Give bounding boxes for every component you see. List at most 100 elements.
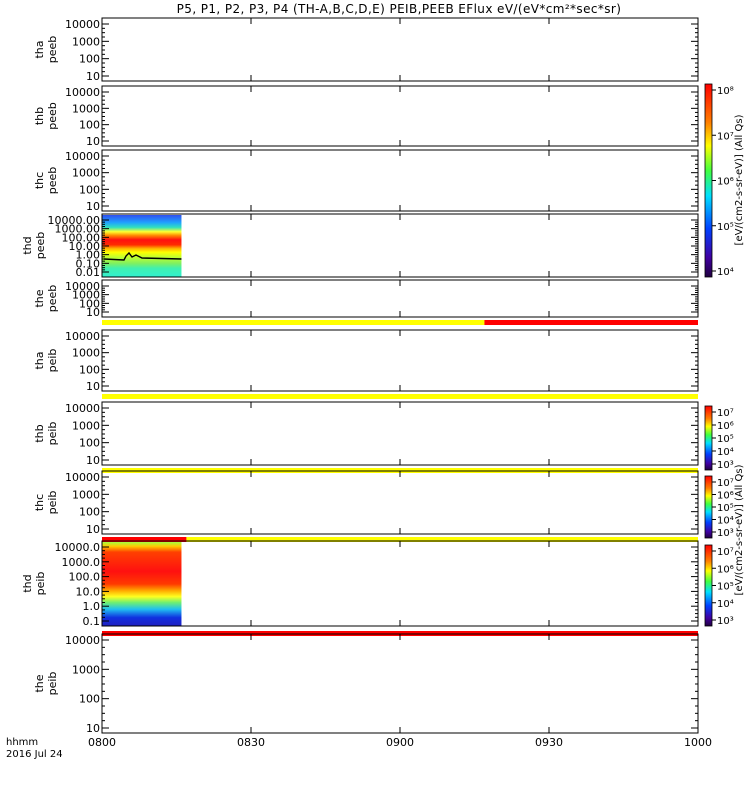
panel-probe-label: the: [33, 674, 46, 692]
panel-probe-label: tha: [33, 351, 46, 369]
panel-probe-label: thc: [33, 172, 46, 189]
colorbar-caption-group: [eV/(cm2-s-sr-eV)] (All Qs): [734, 114, 745, 245]
x-tick-label: 0800: [88, 736, 116, 749]
panel-label: thb peib: [33, 422, 59, 446]
panel-instrument-label: peeb: [46, 102, 59, 130]
y-tick-label: 100: [79, 506, 100, 519]
y-tick-label: 1.0: [83, 600, 101, 613]
x-tick-label: 0830: [237, 736, 265, 749]
panel-instrument-label: peib: [46, 349, 59, 373]
y-tick-label: 100: [79, 297, 100, 310]
panel-label: the peeb: [33, 285, 59, 313]
x-tick-label: 0900: [386, 736, 414, 749]
spectrogram-data: [102, 215, 182, 277]
y-tick-label: 1000: [72, 35, 100, 48]
y-tick-label: 1000: [72, 289, 100, 302]
colorbar-caption-group: [eV/(cm2-s-sr-eV)] (All Qs): [734, 464, 745, 595]
colorbar: [704, 544, 713, 627]
panel-instrument-label: peeb: [46, 285, 59, 313]
panel-probe-label: thd: [21, 574, 34, 592]
colorbar-tick-label: 10⁶: [717, 177, 734, 188]
y-tick-label: 0.1: [83, 615, 101, 628]
panel-probe-label: thd: [21, 236, 34, 254]
y-tick-label: 1000: [72, 347, 100, 360]
colorbar-tick-label: 10⁴: [717, 447, 734, 458]
y-tick-label: 10000.0: [55, 541, 101, 554]
panel-probe-label: thb: [33, 107, 46, 125]
y-tick-label: 10: [86, 306, 100, 319]
y-tick-label: 10: [86, 70, 100, 83]
y-tick-label: 10: [86, 454, 100, 467]
y-tick-label: 10000: [65, 150, 100, 163]
colorbar-tick-label: 10⁷: [717, 408, 734, 419]
y-tick-label: 100: [79, 183, 100, 196]
y-tick-label: 1000.00: [55, 223, 101, 236]
panel-instrument-label: peib: [46, 422, 59, 446]
y-tick-label: 1000: [72, 167, 100, 180]
y-tick-label: 10000: [65, 634, 100, 647]
panel-probe-label: thc: [33, 494, 46, 511]
plot-title: P5, P1, P2, P3, P4 (TH-A,B,C,D,E) PEIB,P…: [176, 2, 622, 16]
y-tick-label: 0.01: [76, 266, 101, 279]
panel-label: the peib: [33, 672, 59, 696]
y-tick-label: 10000: [65, 471, 100, 484]
y-tick-label: 1000.0: [62, 556, 101, 569]
panel-label: thc peeb: [33, 167, 59, 195]
colorbar-tick-label: 10⁸: [717, 86, 734, 97]
spectrogram-trace: [103, 251, 182, 261]
y-tick-label: 1000: [72, 488, 100, 501]
panel-label: tha peeb: [33, 36, 59, 64]
colorbar-caption: [eV/(cm2-s-sr-eV)] (All Qs): [734, 464, 745, 595]
colorbar-tick-label: 10³: [717, 460, 734, 471]
panel-instrument-label: peeb: [46, 36, 59, 64]
panel-frame: [101, 633, 699, 734]
status-bar-segment: [186, 537, 698, 542]
y-tick-label: 10000: [65, 330, 100, 343]
y-tick-label: 100: [79, 437, 100, 450]
colorbar-tick-label: 10⁶: [717, 421, 734, 432]
panel-frame: [101, 213, 699, 278]
x-tick-label: 1000: [684, 736, 712, 749]
panel-frame: [101, 329, 699, 392]
colorbar-tick-label: 10⁵: [717, 434, 734, 445]
y-tick-label: 1000: [72, 102, 100, 115]
colorbar-tick-label: 10³: [717, 616, 734, 627]
y-tick-label: 1000: [72, 663, 100, 676]
y-tick-label: 10000: [65, 280, 100, 293]
panel-frame: [101, 540, 699, 627]
colorbar-tick-label: 10⁶: [717, 564, 734, 575]
colorbar-tick-label: 10⁷: [717, 478, 734, 489]
panel-frame: [101, 149, 699, 212]
x-tick-label: 0930: [535, 736, 563, 749]
y-tick-label: 100.00: [62, 231, 101, 244]
status-bar-segment: [102, 537, 187, 542]
panel-instrument-label: peeb: [34, 232, 47, 260]
colorbar: [704, 405, 713, 471]
y-tick-label: 100.0: [69, 571, 101, 584]
y-tick-label: 1.00: [76, 249, 101, 262]
panel-label: thd peib: [21, 572, 47, 596]
colorbar-tick-label: 10⁴: [717, 267, 734, 278]
panel-label: tha peib: [33, 349, 59, 373]
panel-frame: [101, 85, 699, 147]
panel-frame: [101, 17, 699, 82]
y-tick-label: 10: [86, 523, 100, 536]
colorbar-tick-label: 10⁵: [717, 503, 734, 514]
colorbar-tick-label: 10⁴: [717, 599, 734, 610]
panel-frame: [101, 401, 699, 466]
y-tick-label: 10: [86, 200, 100, 213]
panel-label: thb peeb: [33, 102, 59, 130]
panel-instrument-label: peib: [34, 572, 47, 596]
y-tick-label: 10: [86, 380, 100, 393]
y-tick-label: 10000: [65, 18, 100, 31]
x-axis-label: hhmm: [6, 737, 39, 748]
y-tick-label: 10000.00: [48, 214, 101, 227]
panel-probe-label: the: [33, 289, 46, 307]
colorbar-tick-label: 10⁵: [717, 582, 734, 593]
y-tick-label: 10000: [65, 86, 100, 99]
colorbar-tick-label: 10⁷: [717, 547, 734, 558]
panel-frame: [101, 470, 699, 535]
panel-label: thd peeb: [21, 232, 47, 260]
y-tick-label: 1000: [72, 419, 100, 432]
